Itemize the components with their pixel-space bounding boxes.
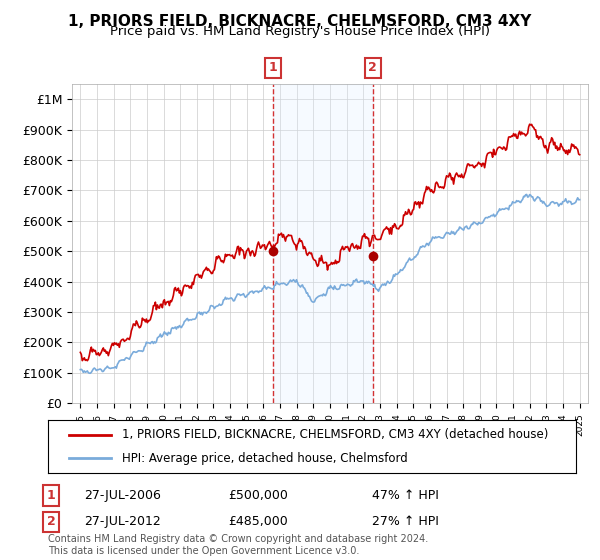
Text: 1: 1 — [269, 62, 277, 74]
Text: 27-JUL-2012: 27-JUL-2012 — [84, 515, 161, 529]
Text: Price paid vs. HM Land Registry's House Price Index (HPI): Price paid vs. HM Land Registry's House … — [110, 25, 490, 38]
Text: 1, PRIORS FIELD, BICKNACRE, CHELMSFORD, CM3 4XY: 1, PRIORS FIELD, BICKNACRE, CHELMSFORD, … — [68, 14, 532, 29]
Text: 2: 2 — [368, 62, 377, 74]
Text: £500,000: £500,000 — [228, 489, 288, 502]
Text: 2: 2 — [47, 515, 55, 529]
Text: 27% ↑ HPI: 27% ↑ HPI — [372, 515, 439, 529]
Text: 27-JUL-2006: 27-JUL-2006 — [84, 489, 161, 502]
Text: £485,000: £485,000 — [228, 515, 288, 529]
Text: 47% ↑ HPI: 47% ↑ HPI — [372, 489, 439, 502]
Bar — [273, 84, 373, 403]
Text: 1, PRIORS FIELD, BICKNACRE, CHELMSFORD, CM3 4XY (detached house): 1, PRIORS FIELD, BICKNACRE, CHELMSFORD, … — [122, 428, 548, 441]
Text: Contains HM Land Registry data © Crown copyright and database right 2024.
This d: Contains HM Land Registry data © Crown c… — [48, 534, 428, 556]
Text: 1: 1 — [47, 489, 55, 502]
Text: HPI: Average price, detached house, Chelmsford: HPI: Average price, detached house, Chel… — [122, 452, 407, 465]
